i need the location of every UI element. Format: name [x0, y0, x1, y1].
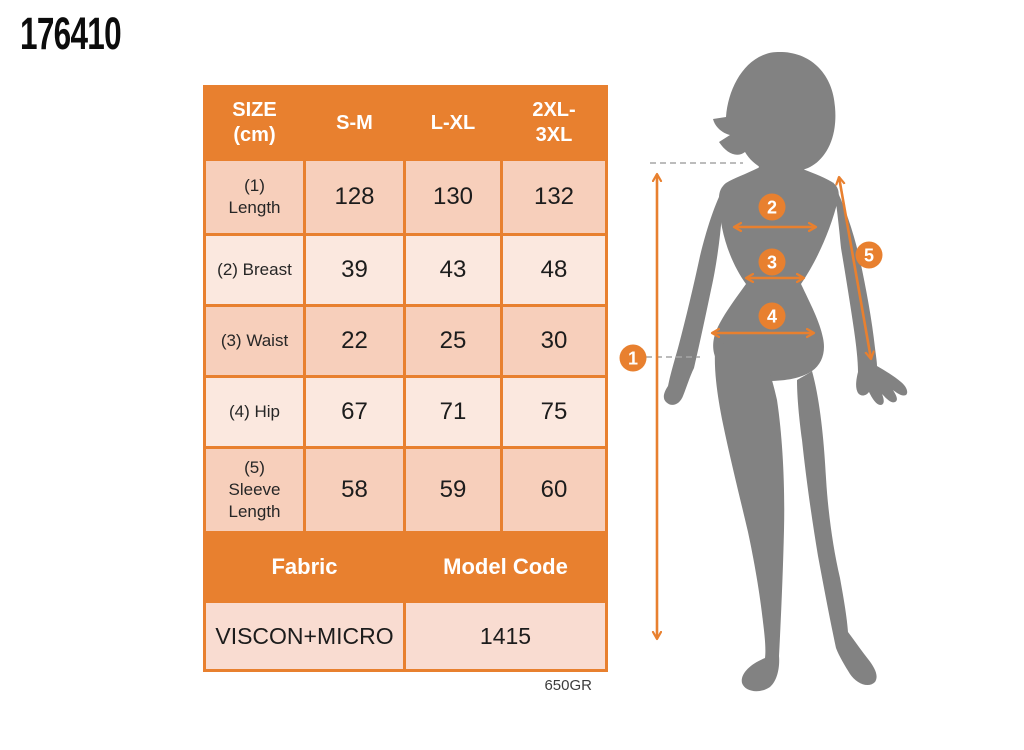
silhouette-head	[713, 52, 836, 174]
fabric-header: Fabric	[206, 534, 403, 600]
size-table-header-size: SIZE (cm)	[206, 88, 303, 158]
silhouette-right-arm	[833, 182, 908, 405]
row-length-label: (1) Length	[206, 161, 303, 233]
row-breast-value-sm: 39	[306, 236, 403, 304]
row-length-value-sm: 128	[306, 161, 403, 233]
measure-badge-5: 5	[855, 241, 883, 269]
row-sleeve-value-lxl: 59	[406, 449, 500, 531]
row-sleeve-value-sm: 58	[306, 449, 403, 531]
row-hip-value-2xl: 75	[503, 378, 605, 446]
size-table-header-2xl-3xl: 2XL- 3XL	[503, 88, 605, 158]
row-hip-value-sm: 67	[306, 378, 403, 446]
row-hip-value-lxl: 71	[406, 378, 500, 446]
weight-note: 650GR	[544, 677, 592, 694]
measure-badge-2-label: 2	[767, 198, 777, 218]
row-sleeve-value-2xl: 60	[503, 449, 605, 531]
measure-badge-4: 4	[758, 302, 786, 330]
model-code-header: Model Code	[406, 534, 605, 600]
row-hip-label: (4) Hip	[206, 378, 303, 446]
measure-badge-4-label: 4	[767, 307, 777, 327]
silhouette-right-leg	[797, 371, 877, 686]
product-code: 176410	[20, 8, 122, 59]
row-waist-label: (3) Waist	[206, 307, 303, 375]
row-waist-value-2xl: 30	[503, 307, 605, 375]
size-table-header-s-m: S-M	[306, 88, 403, 158]
measure-badge-1: 1	[619, 344, 647, 372]
row-waist-value-lxl: 25	[406, 307, 500, 375]
measure-badge-3: 3	[758, 248, 786, 276]
row-sleeve-label: (5) Sleeve Length	[206, 449, 303, 531]
model-code-value: 1415	[406, 603, 605, 669]
row-breast-label: (2) Breast	[206, 236, 303, 304]
row-length-value-2xl: 132	[503, 161, 605, 233]
silhouette-left-leg	[714, 340, 785, 692]
body-silhouette-icon	[663, 52, 908, 692]
measure-badge-3-label: 3	[767, 253, 777, 273]
measure-badge-1-label: 1	[628, 349, 638, 369]
fabric-value: VISCON+MICRO	[206, 603, 403, 669]
size-table-header-l-xl: L-XL	[406, 88, 500, 158]
row-breast-value-2xl: 48	[503, 236, 605, 304]
row-breast-value-lxl: 43	[406, 236, 500, 304]
measure-badge-2: 2	[758, 193, 786, 221]
measure-badge-5-label: 5	[864, 246, 874, 266]
silhouette-left-arm	[663, 183, 726, 405]
size-table: SIZE (cm) S-M L-XL 2XL- 3XL (1) Length 1…	[203, 85, 608, 672]
sleeve-measure-arrow	[839, 177, 871, 359]
row-length-value-lxl: 130	[406, 161, 500, 233]
row-waist-value-sm: 22	[306, 307, 403, 375]
